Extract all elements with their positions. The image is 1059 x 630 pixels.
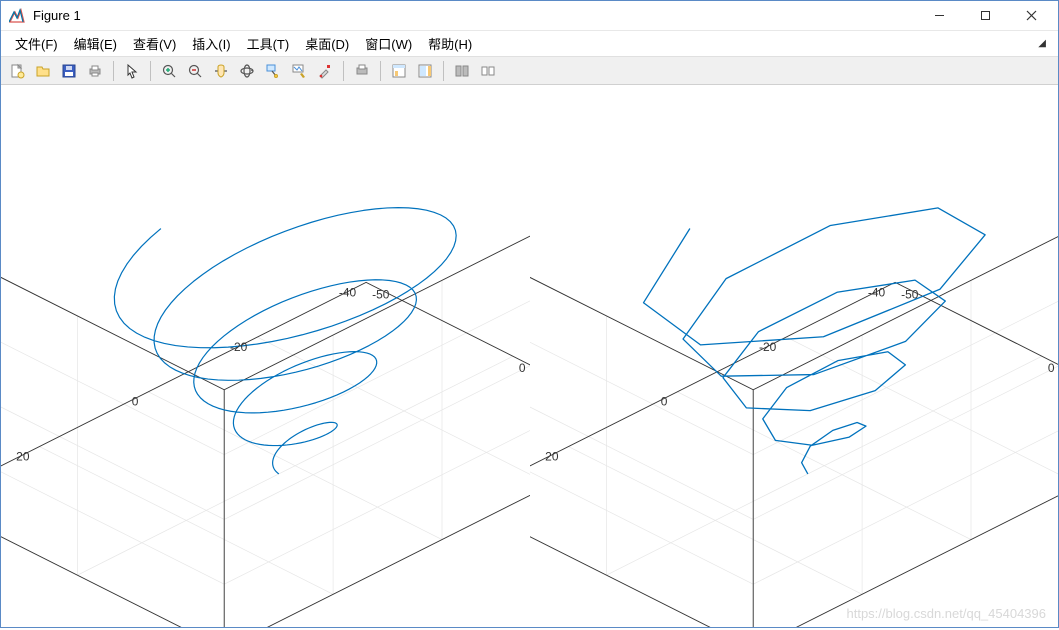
subplot-2[interactable]: 010203040-40-2002040-50050: [530, 85, 1059, 627]
svg-text:-40: -40: [867, 285, 885, 299]
data-cursor-icon[interactable]: [261, 60, 285, 82]
svg-text:0: 0: [132, 395, 139, 409]
toolbar-separator: [343, 61, 344, 81]
menu-item-4[interactable]: 工具(T): [241, 32, 296, 55]
toolbar-separator: [113, 61, 114, 81]
zoom-in-icon[interactable]: [157, 60, 181, 82]
pan-icon[interactable]: [209, 60, 233, 82]
toolbar: [1, 57, 1058, 85]
menu-item-3[interactable]: 插入(I): [186, 32, 236, 55]
svg-text:20: 20: [545, 449, 559, 463]
color-pick-icon[interactable]: [313, 60, 337, 82]
rotate3d-icon[interactable]: [235, 60, 259, 82]
open-file-icon[interactable]: [31, 60, 55, 82]
window-title: Figure 1: [33, 8, 916, 23]
insert-legend-icon[interactable]: [387, 60, 411, 82]
menu-bar: 文件(F)编辑(E)查看(V)插入(I)工具(T)桌面(D)窗口(W)帮助(H)…: [1, 31, 1058, 57]
figure-area: 010203040-40-2002040-50050 010203040-40-…: [1, 85, 1058, 627]
minimize-button[interactable]: [916, 2, 962, 30]
subplot-1[interactable]: 010203040-40-2002040-50050: [1, 85, 530, 627]
window-controls: [916, 2, 1054, 30]
svg-text:0: 0: [660, 395, 667, 409]
title-bar[interactable]: Figure 1: [1, 1, 1058, 31]
tile-icon[interactable]: [476, 60, 500, 82]
figure-window: Figure 1 文件(F)编辑(E)查看(V)插入(I)工具(T)桌面(D)窗…: [0, 0, 1059, 628]
svg-text:-40: -40: [339, 285, 357, 299]
save-icon[interactable]: [57, 60, 81, 82]
insert-colorbar-icon[interactable]: [413, 60, 437, 82]
menu-item-2[interactable]: 查看(V): [127, 32, 182, 55]
svg-text:-50: -50: [901, 287, 919, 301]
print-preview-icon[interactable]: [350, 60, 374, 82]
toolbar-dropdown-arrow[interactable]: ◢: [1038, 38, 1050, 49]
toolbar-separator: [380, 61, 381, 81]
menu-item-1[interactable]: 编辑(E): [68, 32, 123, 55]
svg-text:0: 0: [1047, 361, 1054, 375]
toolbar-separator: [443, 61, 444, 81]
app-icon: [9, 8, 25, 24]
zoom-out-icon[interactable]: [183, 60, 207, 82]
pointer-icon[interactable]: [120, 60, 144, 82]
link-axes-icon[interactable]: [450, 60, 474, 82]
new-file-icon[interactable]: [5, 60, 29, 82]
menu-item-5[interactable]: 桌面(D): [299, 32, 355, 55]
svg-text:-20: -20: [758, 340, 776, 354]
brush-icon[interactable]: [287, 60, 311, 82]
svg-text:-20: -20: [230, 340, 248, 354]
svg-text:20: 20: [16, 449, 30, 463]
print-icon[interactable]: [83, 60, 107, 82]
svg-text:-50: -50: [372, 287, 390, 301]
toolbar-separator: [150, 61, 151, 81]
menu-item-7[interactable]: 帮助(H): [422, 32, 478, 55]
menu-item-6[interactable]: 窗口(W): [359, 32, 418, 55]
close-button[interactable]: [1008, 2, 1054, 30]
svg-text:0: 0: [519, 361, 526, 375]
maximize-button[interactable]: [962, 2, 1008, 30]
menu-item-0[interactable]: 文件(F): [9, 32, 64, 55]
